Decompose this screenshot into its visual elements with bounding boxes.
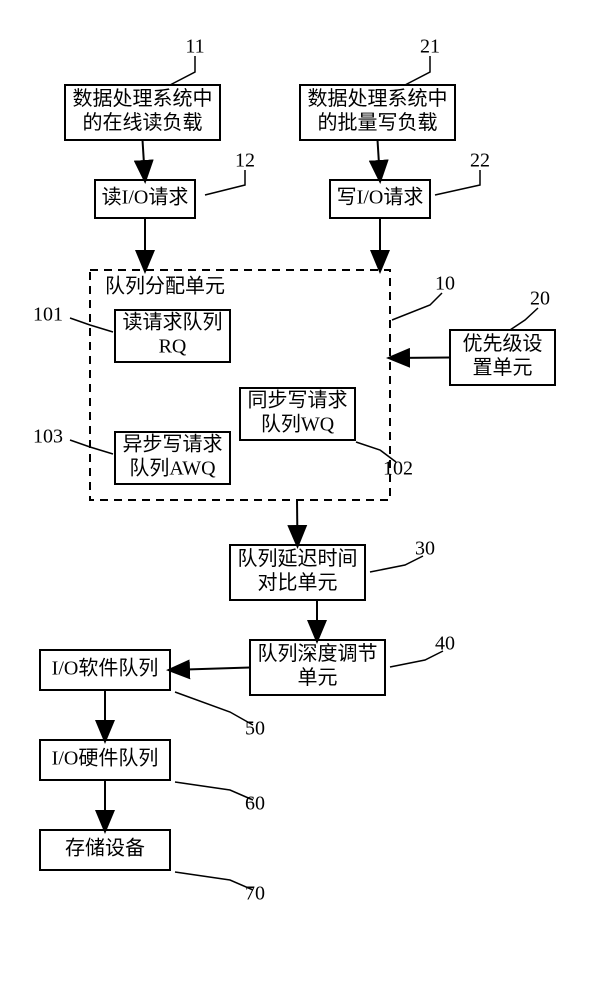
arrow-n21-n22 xyxy=(378,140,381,180)
node-label-n102-1: 队列WQ xyxy=(261,413,335,436)
callout-label-101: 101 xyxy=(33,304,63,326)
node-label-n11-1: 的在线读负载 xyxy=(83,111,203,134)
node-label-n30-1: 对比单元 xyxy=(258,571,338,594)
callout-label-20: 20 xyxy=(530,288,550,310)
arrow-n11-n12 xyxy=(143,140,146,180)
callout-label-40: 40 xyxy=(435,633,455,655)
callout-leader-21 xyxy=(405,56,430,85)
node-label-n101-0: 读请求队列 xyxy=(123,311,223,334)
arrow-n10-n30 xyxy=(297,500,298,545)
callout-leader-101 xyxy=(70,318,113,332)
callout-leader-22 xyxy=(435,170,480,195)
callout-leader-11 xyxy=(170,56,195,85)
callout-label-60: 60 xyxy=(245,793,265,815)
node-label-n50-0: I/O软件队列 xyxy=(52,657,159,680)
callout-label-103: 103 xyxy=(33,426,63,448)
node-label-n40-1: 单元 xyxy=(298,666,338,689)
callout-label-30: 30 xyxy=(415,538,435,560)
node-label-n20-1: 置单元 xyxy=(473,356,533,379)
callout-leader-10 xyxy=(392,293,442,320)
node-label-n12-0: 读I/O请求 xyxy=(102,186,189,209)
node-label-n102-0: 同步写请求 xyxy=(248,389,348,412)
callout-label-10: 10 xyxy=(435,273,455,295)
node-label-n40-0: 队列深度调节 xyxy=(258,642,378,665)
callout-label-12: 12 xyxy=(235,150,255,172)
callout-label-70: 70 xyxy=(245,883,265,905)
callout-leader-70 xyxy=(175,872,253,890)
node-label-n11-0: 数据处理系统中 xyxy=(73,87,213,110)
node-label-n70-0: 存储设备 xyxy=(65,837,145,860)
callout-leader-103 xyxy=(70,440,113,454)
node-label-n103-0: 异步写请求 xyxy=(123,433,223,456)
node-label-n103-1: 队列AWQ xyxy=(129,457,216,480)
node-label-n21-1: 的批量写负载 xyxy=(318,111,438,134)
callout-label-50: 50 xyxy=(245,718,265,740)
node-label-n21-0: 数据处理系统中 xyxy=(308,87,448,110)
arrow-n40-n50 xyxy=(170,668,250,671)
callout-leader-20 xyxy=(510,308,538,330)
callout-leader-12 xyxy=(205,170,245,195)
callout-leader-50 xyxy=(175,692,253,725)
node-label-n22-0: 写I/O请求 xyxy=(337,186,424,209)
callout-label-21: 21 xyxy=(420,36,440,58)
node-title-n10: 队列分配单元 xyxy=(105,275,225,298)
callout-leader-60 xyxy=(175,782,253,800)
node-label-n30-0: 队列延迟时间 xyxy=(238,547,358,570)
callout-label-22: 22 xyxy=(470,150,490,172)
arrow-n20-n10 xyxy=(390,358,450,359)
node-label-n60-0: I/O硬件队列 xyxy=(52,747,159,770)
callout-label-102: 102 xyxy=(383,458,413,480)
node-label-n101-1: RQ xyxy=(159,336,187,358)
flowchart-diagram: 数据处理系统中的在线读负载数据处理系统中的批量写负载读I/O请求写I/O请求队列… xyxy=(0,0,591,1000)
callout-label-11: 11 xyxy=(185,36,204,58)
node-label-n20-0: 优先级设 xyxy=(463,332,543,355)
